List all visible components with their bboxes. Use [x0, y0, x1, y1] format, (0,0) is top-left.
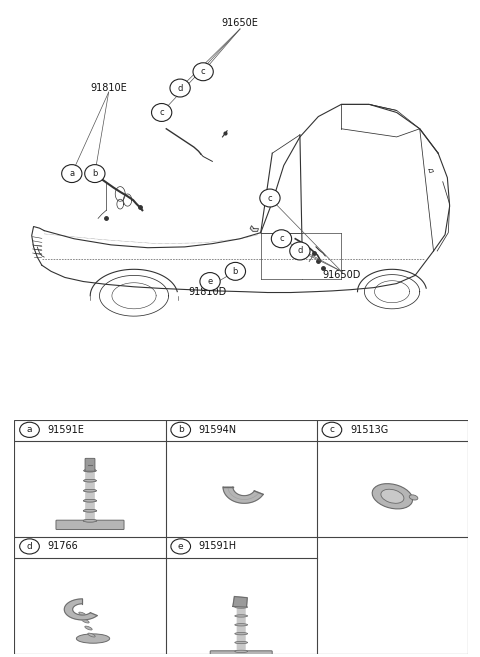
Text: b: b — [178, 425, 183, 434]
Text: 91810D: 91810D — [189, 286, 227, 297]
Text: b: b — [233, 267, 238, 276]
Circle shape — [170, 79, 190, 97]
Ellipse shape — [84, 469, 96, 472]
FancyBboxPatch shape — [56, 520, 124, 530]
Ellipse shape — [84, 489, 96, 492]
Text: e: e — [207, 277, 213, 286]
Ellipse shape — [84, 499, 96, 502]
Circle shape — [290, 242, 310, 260]
Ellipse shape — [79, 612, 86, 616]
Text: 91513G: 91513G — [350, 425, 388, 435]
Ellipse shape — [372, 484, 413, 509]
Text: c: c — [159, 108, 164, 117]
Ellipse shape — [84, 509, 96, 512]
Ellipse shape — [83, 520, 97, 522]
Circle shape — [171, 539, 191, 554]
Polygon shape — [223, 487, 263, 503]
Ellipse shape — [67, 524, 113, 529]
FancyBboxPatch shape — [85, 470, 95, 521]
Circle shape — [271, 230, 292, 248]
Polygon shape — [250, 226, 258, 231]
Ellipse shape — [381, 489, 404, 503]
FancyBboxPatch shape — [237, 607, 246, 652]
Text: c: c — [279, 235, 284, 243]
Circle shape — [84, 165, 105, 183]
Text: d: d — [27, 542, 32, 551]
Ellipse shape — [84, 489, 96, 492]
Text: 91766: 91766 — [48, 541, 78, 551]
Ellipse shape — [235, 633, 248, 635]
Circle shape — [200, 273, 220, 290]
Ellipse shape — [76, 634, 109, 643]
Text: 91591H: 91591H — [199, 541, 237, 551]
Ellipse shape — [84, 469, 96, 472]
Ellipse shape — [84, 480, 96, 482]
Ellipse shape — [88, 633, 95, 637]
Ellipse shape — [235, 606, 248, 608]
FancyBboxPatch shape — [210, 651, 272, 657]
Text: 91591E: 91591E — [48, 425, 84, 435]
Text: a: a — [69, 169, 74, 178]
Text: c: c — [268, 194, 272, 202]
Text: 91650D: 91650D — [322, 271, 360, 281]
Ellipse shape — [83, 520, 97, 522]
Text: d: d — [297, 246, 302, 256]
Text: c: c — [329, 425, 335, 434]
Ellipse shape — [85, 626, 92, 630]
Polygon shape — [233, 597, 247, 607]
Circle shape — [260, 189, 280, 207]
Ellipse shape — [409, 495, 418, 500]
Circle shape — [171, 422, 191, 438]
Ellipse shape — [82, 619, 89, 623]
Text: d: d — [178, 83, 183, 93]
Ellipse shape — [235, 623, 248, 626]
Polygon shape — [64, 599, 97, 620]
Text: a: a — [27, 425, 32, 434]
Ellipse shape — [84, 480, 96, 482]
Ellipse shape — [235, 641, 248, 644]
FancyBboxPatch shape — [85, 459, 95, 471]
Ellipse shape — [235, 650, 248, 652]
Text: b: b — [92, 169, 97, 178]
Circle shape — [20, 422, 39, 438]
Circle shape — [193, 63, 213, 81]
Ellipse shape — [84, 499, 96, 502]
Circle shape — [152, 104, 172, 122]
Text: 91650E: 91650E — [222, 18, 258, 28]
Text: e: e — [178, 542, 183, 551]
Circle shape — [20, 539, 39, 554]
Ellipse shape — [235, 615, 248, 617]
Text: c: c — [201, 67, 205, 76]
Text: 91594N: 91594N — [199, 425, 237, 435]
Text: 91810E: 91810E — [90, 83, 127, 93]
Circle shape — [61, 165, 82, 183]
Ellipse shape — [84, 509, 96, 512]
Circle shape — [225, 262, 246, 281]
Circle shape — [322, 422, 342, 438]
